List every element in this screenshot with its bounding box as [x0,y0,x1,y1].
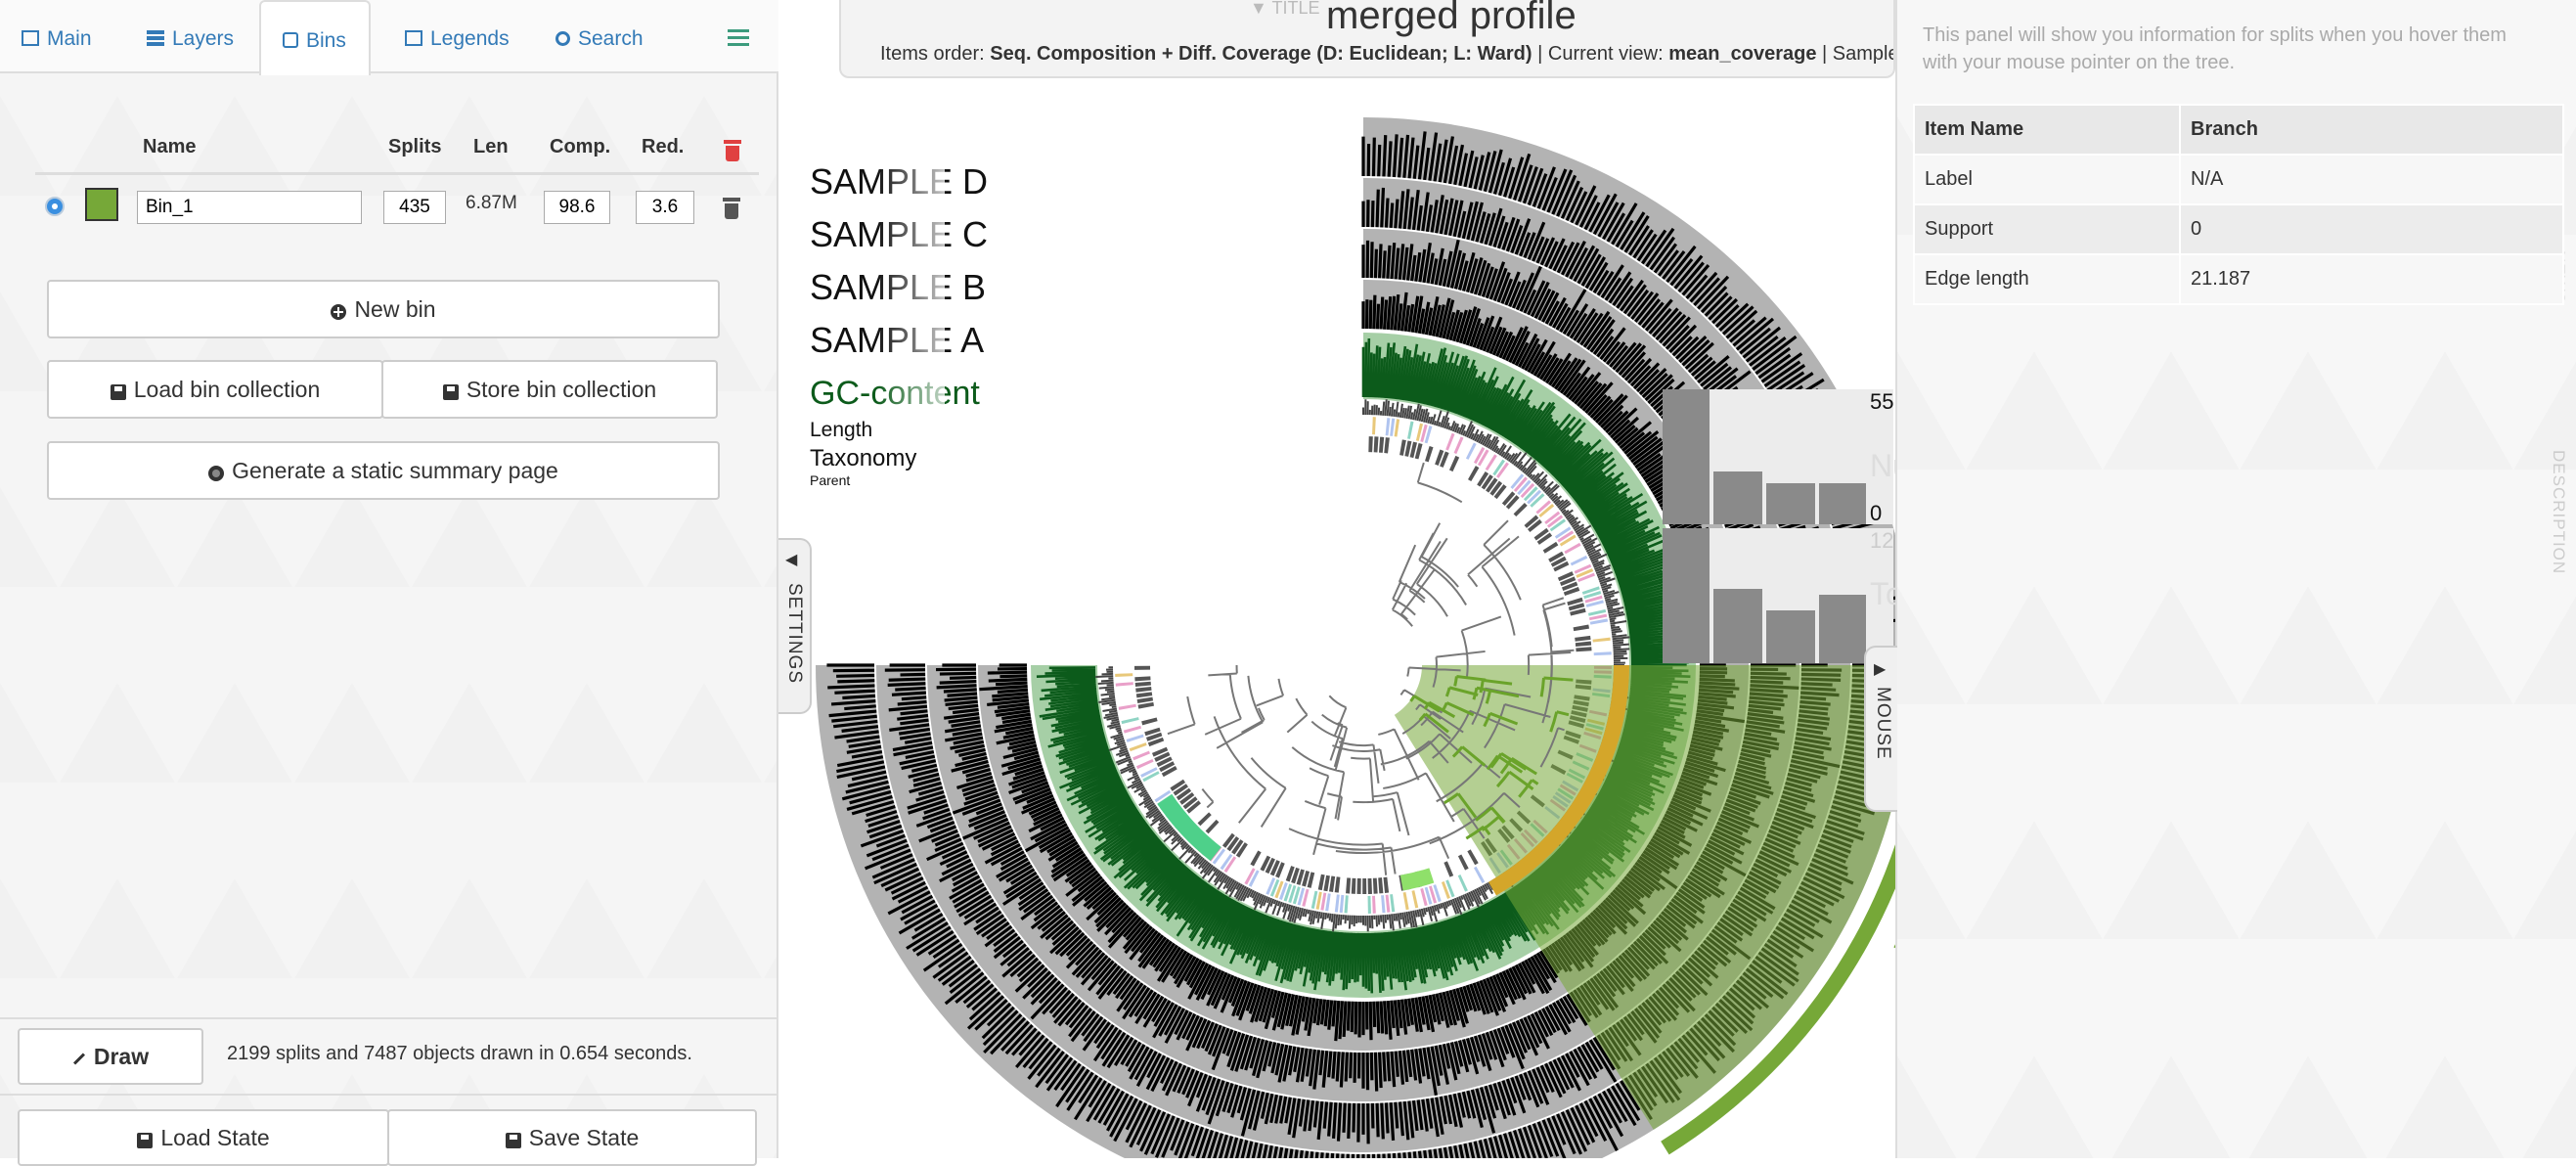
col-header-name: Name [143,136,197,157]
search-icon [555,31,570,46]
snv-layer-name: Num SNVs reported [1870,448,1895,483]
dendrogram[interactable] [1167,462,1575,875]
layers-icon [147,30,164,46]
col-header-comp: Comp. [550,136,611,157]
footer-divider [0,1017,778,1019]
floppy-icon [137,1132,154,1148]
col-header-splits: Splits [388,136,442,157]
parent-highlight [1399,868,1435,891]
col-header-len: Len [473,136,509,157]
menu-icon[interactable] [728,29,749,49]
taxonomy-highlight [1157,793,1221,862]
label-fade [876,157,945,421]
load-bin-collection-button[interactable]: Load bin collection [47,360,383,419]
header-divider [35,172,759,175]
mouse-info-table: Item Name Branch Label N/A Support 0 Edg… [1913,104,2564,305]
generate-summary-button[interactable]: Generate a static summary page [47,441,720,500]
table-row: Support 0 [1913,203,2564,255]
tab-search[interactable]: Search [534,0,681,73]
list-icon [405,30,422,46]
row-value: N/A [2179,154,2564,205]
caret-right-icon: ▶ [1874,661,1887,678]
layer-label-length: Length [810,419,872,441]
description-toggle[interactable]: DESCRIPTION [2550,450,2568,575]
store-bin-collection-button[interactable]: Store bin collection [381,360,718,419]
footer-divider [0,1094,778,1096]
row-key: Label [1913,154,2181,205]
delete-all-bins-icon[interactable] [724,140,741,161]
table-row: Label N/A [1913,154,2564,205]
table-row: Edge length 21.187 [1913,253,2564,305]
settings-toggle[interactable]: ◀ SETTINGS [778,538,812,714]
delete-bin-icon[interactable] [723,198,740,219]
reads-bar [1819,595,1866,663]
mouse-label: MOUSE [1873,687,1893,760]
bin-icon [283,32,298,48]
snv-bar [1663,389,1710,524]
tab-main[interactable]: Main [0,0,127,73]
ring-layers: Bin_1 [816,117,1895,1158]
row-key: Support [1913,203,2181,255]
caret-left-icon: ◀ [785,552,798,568]
bin-length-highlight [1488,665,1629,896]
col-header-red: Red. [642,136,685,157]
tab-bar: Main Layers Bins Legends Search [0,0,778,75]
snv-bar [1766,483,1815,524]
plus-circle-icon [331,303,347,320]
circular-tree-display[interactable]: Bin_1 SAMPLE DSAMPLE CSAMPLE BSAMPLE AGC… [778,78,1895,1158]
snv-bar [1713,471,1762,524]
col-header-item-name: Item Name [1913,104,2181,156]
bin-completion-field[interactable] [544,191,610,224]
reads-max-label: 12781097 [1870,528,1895,553]
reads-bar [1766,610,1815,663]
tab-bins[interactable]: Bins [259,0,371,75]
tab-legends[interactable]: Legends [383,0,540,73]
bin-length-value: 6.87M [466,193,517,213]
row-value: 21.187 [2179,253,2564,305]
settings-label: SETTINGS [784,583,805,685]
reads-bar [1663,528,1710,663]
snv-bar [1819,483,1866,524]
mouse-panel-info: This panel will show you information for… [1923,24,2507,73]
floppy-icon [110,383,126,400]
load-state-button[interactable]: Load State [18,1109,389,1166]
bin-splits-field[interactable] [383,191,446,224]
page-title: merged profile [1326,0,1577,37]
tab-layers[interactable]: Layers [125,0,262,73]
draw-button[interactable]: Draw [18,1028,203,1085]
left-panel: Main Layers Bins Legends Search Name Spl… [0,0,778,1166]
bin-label: Bin_1 [1888,920,1895,996]
row-value: 0 [2179,203,2564,255]
bin-branches [1409,674,1574,840]
layer-labels: SAMPLE DSAMPLE CSAMPLE BSAMPLE AGC-conte… [810,157,1895,611]
floppy-icon [442,383,459,400]
snv-min-label: 0 [1870,501,1882,525]
globe-icon [208,465,225,481]
layer-label-parent: Parent [810,472,850,488]
title-toggle[interactable]: ▼ TITLE [1250,0,1320,18]
reads-bar [1713,589,1762,663]
snv-max-label: 55 [1870,389,1893,414]
bin-color-swatch[interactable] [85,188,118,221]
image-icon [22,30,39,46]
layer-label-taxonomy: Taxonomy [810,445,916,471]
bin-name-input[interactable] [137,191,362,224]
draw-status-text: 2199 splits and 7487 objects drawn in 0.… [227,1043,692,1064]
save-state-button[interactable]: Save State [387,1109,757,1166]
bin-redundancy-field[interactable] [636,191,694,224]
sample-bars [1663,389,1893,663]
row-key: Edge length [1913,253,2181,305]
pencil-icon [72,1052,85,1065]
floppy-icon [505,1132,521,1148]
title-panel [839,0,1895,78]
bin-select-radio[interactable] [45,197,65,216]
reads-layer-name: Total reads mapped [1870,576,1895,611]
mouse-toggle[interactable]: ▶ MOUSE [1864,646,1897,812]
view-description: Items order: Seq. Composition + Diff. Co… [880,43,1893,65]
col-header-branch: Branch [2179,104,2564,156]
new-bin-button[interactable]: New bin [47,280,720,338]
